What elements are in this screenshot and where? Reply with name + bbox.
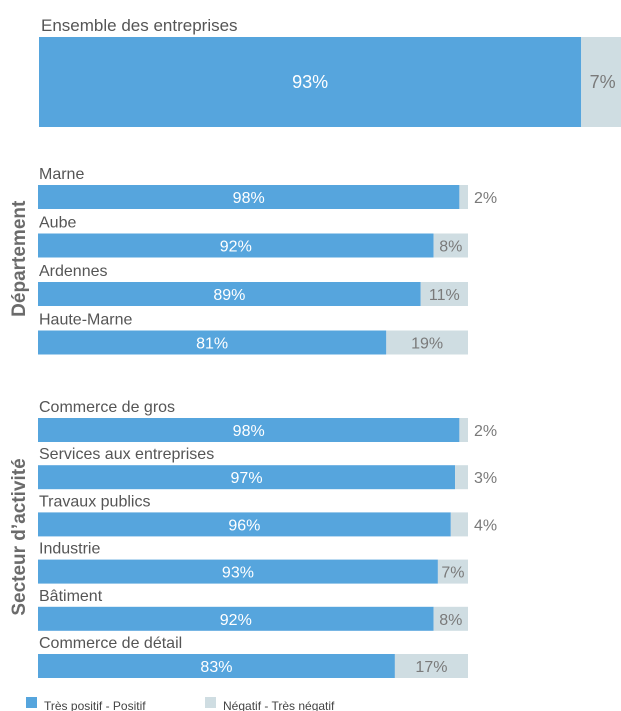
row-label: Aube xyxy=(39,215,76,232)
positive-bar xyxy=(38,512,451,537)
negative-bar xyxy=(459,185,468,209)
positive-value: 92% xyxy=(220,612,252,629)
negative-value: 17% xyxy=(415,659,447,676)
positive-value: 96% xyxy=(228,517,260,534)
positive-value: 89% xyxy=(213,287,245,304)
negative-value: 8% xyxy=(439,612,462,629)
negative-value: 2% xyxy=(474,190,497,207)
row-label: Bâtiment xyxy=(39,588,103,605)
group-title: Secteur d’activité xyxy=(9,458,30,615)
legend-label: Négatif - Très négatif xyxy=(223,699,335,711)
legend-label: Très positif - Positif xyxy=(44,699,146,711)
negative-value: 7% xyxy=(441,565,464,582)
negative-bar xyxy=(455,465,468,490)
negative-value: 3% xyxy=(474,470,497,487)
row-label: Commerce de détail xyxy=(39,635,182,652)
negative-bar xyxy=(437,559,468,584)
negative-bar xyxy=(433,606,468,631)
row-label: Services aux entreprises xyxy=(39,446,214,463)
negative-bar xyxy=(433,233,468,258)
negative-value: 2% xyxy=(474,423,497,440)
row-label: Travaux publics xyxy=(39,493,150,510)
negative-value: 19% xyxy=(411,336,443,353)
negative-bar xyxy=(450,512,468,537)
legend-swatch xyxy=(26,697,37,708)
total-positive-bar xyxy=(39,37,582,127)
positive-value: 92% xyxy=(220,239,252,256)
positive-bar xyxy=(38,185,460,209)
group-title: Département xyxy=(9,200,30,317)
row-label: Ardennes xyxy=(39,263,108,280)
positive-bar xyxy=(38,282,421,306)
legend-swatch xyxy=(205,697,216,708)
row-label: Marne xyxy=(39,166,84,183)
negative-bar xyxy=(386,330,468,355)
total-label: Ensemble des entreprises xyxy=(41,16,238,35)
row-label: Commerce de gros xyxy=(39,399,175,416)
positive-value: 97% xyxy=(231,470,263,487)
row-label: Industrie xyxy=(39,541,100,558)
positive-value: 98% xyxy=(233,190,265,207)
positive-value: 98% xyxy=(233,423,265,440)
negative-value: 11% xyxy=(429,287,460,304)
positive-bar xyxy=(38,233,434,258)
positive-value: 81% xyxy=(196,336,228,353)
negative-bar xyxy=(420,282,468,306)
positive-bar xyxy=(38,606,434,631)
row-label: Haute-Marne xyxy=(39,312,132,329)
positive-value: 83% xyxy=(200,659,232,676)
negative-bar xyxy=(394,654,468,678)
positive-bar xyxy=(38,654,395,678)
negative-bar xyxy=(459,418,468,442)
total-positive-value: 93% xyxy=(292,72,328,92)
negative-value: 4% xyxy=(474,517,497,534)
positive-bar xyxy=(38,559,438,584)
positive-bar xyxy=(38,465,456,490)
negative-value: 8% xyxy=(439,239,462,256)
positive-bar xyxy=(38,330,387,355)
positive-bar xyxy=(38,418,460,442)
total-negative-value: 7% xyxy=(590,72,616,92)
positive-value: 93% xyxy=(222,565,254,582)
total-negative-bar xyxy=(581,37,621,127)
